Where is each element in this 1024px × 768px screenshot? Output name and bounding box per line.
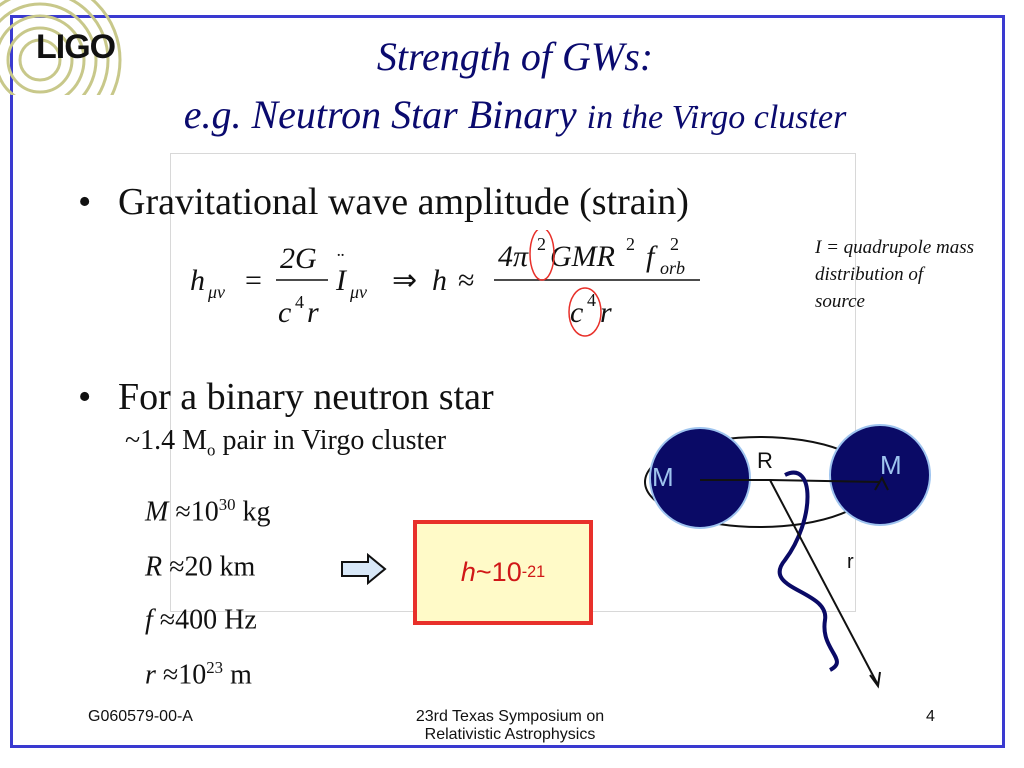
result-h: h xyxy=(460,557,476,587)
eq-num2-exp2: 2 xyxy=(626,234,635,254)
distance-line xyxy=(769,479,879,686)
star-left xyxy=(649,427,751,529)
bullet-dot: • xyxy=(78,376,92,418)
title-main: e.g. Neutron Star Binary xyxy=(183,92,577,137)
eq-den1: c xyxy=(278,296,291,329)
title-line-2: e.g. Neutron Star Binary in the Virgo cl… xyxy=(100,90,930,143)
eq-f: f xyxy=(646,240,658,273)
wave-curve xyxy=(777,470,839,672)
mass-right-label: M xyxy=(880,450,902,480)
eq-munu-1: μν xyxy=(207,282,225,302)
eq-f-exp: 2 xyxy=(670,234,679,254)
bullet-binary: • For a binary neutron star xyxy=(78,375,494,419)
title-small: in the Virgo cluster xyxy=(586,99,847,136)
eq-num2: 4π xyxy=(498,240,529,273)
param-1: R ≈20 km xyxy=(145,551,256,583)
strain-equation: h μν = 2G c 4 r I ¨ μν ⇒ h ≈ 4π 2 GMR 2 … xyxy=(190,230,700,337)
footer-doc-id: G060579-00-A xyxy=(88,708,193,725)
footer-page-number: 4 xyxy=(926,708,935,725)
slide-frame xyxy=(10,15,1005,748)
result-box: h ~10 -21 xyxy=(413,520,593,625)
eq-I: I xyxy=(335,264,348,297)
eq-den1-r: r xyxy=(307,296,319,329)
footer-conference: 23rd Texas Symposium on Relativistic Ast… xyxy=(415,708,605,743)
bullet-dot: • xyxy=(78,181,92,223)
eq-num2-exp: 2 xyxy=(537,234,546,254)
eq-den2-exp: 4 xyxy=(587,290,596,310)
eq-den2: c xyxy=(570,296,583,329)
highlight-pi-exp xyxy=(529,230,555,281)
eq-implies: ⇒ xyxy=(392,264,417,297)
eq-num2-rest: GMR xyxy=(550,240,615,273)
dist-label: r xyxy=(847,551,854,573)
bullet-strain-text: Gravitational wave amplitude (strain) xyxy=(118,181,689,223)
eq-h: h xyxy=(190,264,205,297)
bullet-strain: • Gravitational wave amplitude (strain) xyxy=(78,180,689,224)
title-line-1: Strength of GWs: xyxy=(376,34,654,79)
result-value: ~10 xyxy=(475,557,522,587)
mass-left-label: M xyxy=(652,462,674,492)
logo-arcs xyxy=(0,0,122,95)
ligo-logo: LIGO xyxy=(0,0,130,95)
star-right xyxy=(829,424,931,526)
eq-f-sub: orb xyxy=(660,258,685,278)
implies-arrow-icon xyxy=(341,553,387,585)
bullet-binary-text: For a binary neutron star xyxy=(118,376,494,418)
param-0: M ≈1030 kg xyxy=(145,495,271,528)
eq-den1-exp: 4 xyxy=(295,292,304,312)
eq-equals: = xyxy=(245,264,262,297)
param-2: f ≈400 Hz xyxy=(145,604,257,636)
eq-approx: ≈ xyxy=(458,264,474,297)
quadrupole-note: I = quadrupole mass distribution of sour… xyxy=(815,237,975,312)
result-exp: -21 xyxy=(521,563,546,581)
logo-text: LIGO xyxy=(36,28,116,66)
eq-munu-2: μν xyxy=(349,282,367,302)
svg-text:¨: ¨ xyxy=(337,248,344,273)
eq-h2: h xyxy=(432,264,447,297)
binary-diagram: M M R r xyxy=(644,424,931,689)
highlight-c-exp xyxy=(568,287,602,337)
param-3: r ≈1023 m xyxy=(145,658,252,691)
sep-label: R xyxy=(757,448,773,473)
virgo-pair-text: ~1.4 Mo pair in Virgo cluster xyxy=(125,425,447,460)
eq-den2-r: r xyxy=(600,296,612,329)
eq-num1: 2G xyxy=(280,242,317,275)
